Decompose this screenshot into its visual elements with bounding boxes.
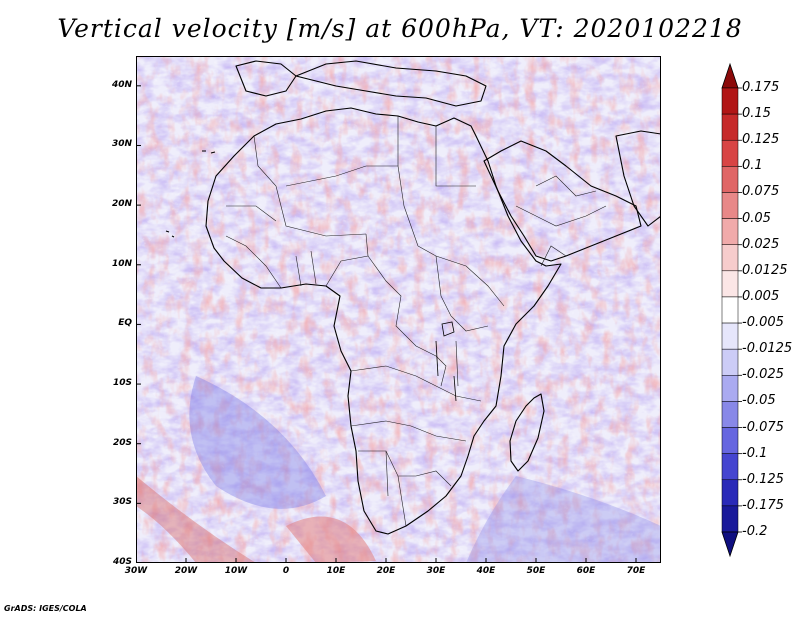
colorbar-label: -0.2 (742, 524, 768, 539)
colorbar-segment (721, 348, 739, 376)
lat-tick-label: 30N (111, 139, 132, 150)
europe-south-outline (295, 60, 487, 107)
colorbar-label: 0.075 (742, 184, 780, 200)
lat-tick-label: EQ (118, 318, 132, 329)
colorbar-label: -0.075 (742, 419, 784, 435)
colorbar-label: 0.175 (742, 80, 780, 95)
colorbar-label: 0.05 (742, 210, 771, 226)
colorbar-label: -0.1 (742, 445, 768, 461)
colorbar-label: 0.025 (742, 236, 780, 252)
lon-tick-label: 30E (426, 566, 446, 576)
colorbar-label: -0.0125 (742, 341, 793, 357)
africa-outline (205, 107, 562, 535)
colorbar-label: 0.125 (742, 132, 780, 148)
colorbar-segment (721, 270, 739, 298)
colorbar-label: -0.125 (742, 471, 784, 487)
colorbar-label: -0.05 (742, 393, 776, 409)
lakes (435, 321, 457, 402)
colorbar-segment (721, 296, 739, 324)
colorbar-segment (721, 427, 739, 454)
country-borders (225, 116, 607, 527)
lat-tick-label: 20S (112, 437, 132, 448)
colorbar-top-arrow (721, 62, 739, 89)
map-frame (136, 56, 661, 563)
indian-ocean-blue (466, 476, 661, 563)
lake-tanganyika (435, 340, 439, 377)
lon-tick-label: 0 (282, 566, 290, 576)
coastlines (165, 60, 661, 535)
colorbar-label: 0.15 (742, 106, 771, 122)
lat-tick-label: 10N (111, 258, 132, 269)
colorbar-segment (721, 218, 739, 245)
lat-tick-label: 10S (112, 378, 132, 389)
lat-tick-label: 40S (112, 557, 132, 567)
lon-tick-label: 40E (476, 566, 496, 576)
lake-victoria (441, 321, 455, 337)
colorbar-segment (721, 401, 739, 428)
colorbar-label: -0.005 (742, 315, 784, 331)
lat-tick-label: 30S (112, 497, 132, 508)
map-panel (136, 56, 661, 563)
colorbar-label: 0.0125 (742, 262, 788, 278)
lon-tick-label: 30W (124, 566, 148, 576)
colorbar-segment (721, 113, 739, 141)
credit-text: GrADS: IGES/COLA (4, 604, 87, 613)
sw-red-streak (136, 476, 256, 563)
colorbar-segment (721, 479, 739, 507)
lon-tick-label: 10W (224, 566, 248, 576)
lon-tick-label: 20W (174, 566, 198, 576)
colorbar-segment (721, 322, 739, 350)
canary-islands (202, 150, 216, 154)
colorbar-segment (721, 166, 739, 193)
colorbar-segment (721, 87, 739, 115)
axis-ticks (136, 85, 637, 563)
cape-verde (165, 230, 175, 238)
lake-malawi (453, 375, 457, 402)
colorbar-segment (721, 139, 739, 167)
colorbar-label: -0.025 (742, 367, 784, 383)
lon-tick-label: 50E (526, 566, 546, 576)
iberia-outline (235, 60, 297, 97)
india-outline (615, 130, 661, 227)
colorbar-segment (721, 244, 739, 272)
plot-title: Vertical velocity [m/s] at 600hPa, VT: 2… (57, 14, 743, 43)
lat-tick-label: 20N (111, 199, 132, 210)
lat-tick-label: 40N (111, 79, 132, 90)
colorbar-bottom-arrow (721, 531, 739, 558)
south-atlantic-blue (189, 376, 326, 509)
colorbar-segment (721, 453, 739, 481)
arabia-outline (483, 140, 642, 262)
colorbar-label: -0.175 (742, 497, 784, 513)
colorbar-segment (721, 505, 739, 533)
colorbar-segment (721, 375, 739, 402)
lon-tick-label: 20E (376, 566, 396, 576)
madagascar-outline (509, 393, 545, 472)
vertical-velocity-field (136, 56, 661, 563)
southern-red-band (286, 516, 376, 563)
lon-tick-label: 70E (626, 566, 646, 576)
colorbar-segment (721, 192, 739, 219)
colorbar-label: 0.005 (742, 288, 780, 304)
colorbar-label: 0.1 (742, 158, 763, 174)
lon-tick-label: 60E (576, 566, 596, 576)
lon-tick-label: 10E (326, 566, 346, 576)
